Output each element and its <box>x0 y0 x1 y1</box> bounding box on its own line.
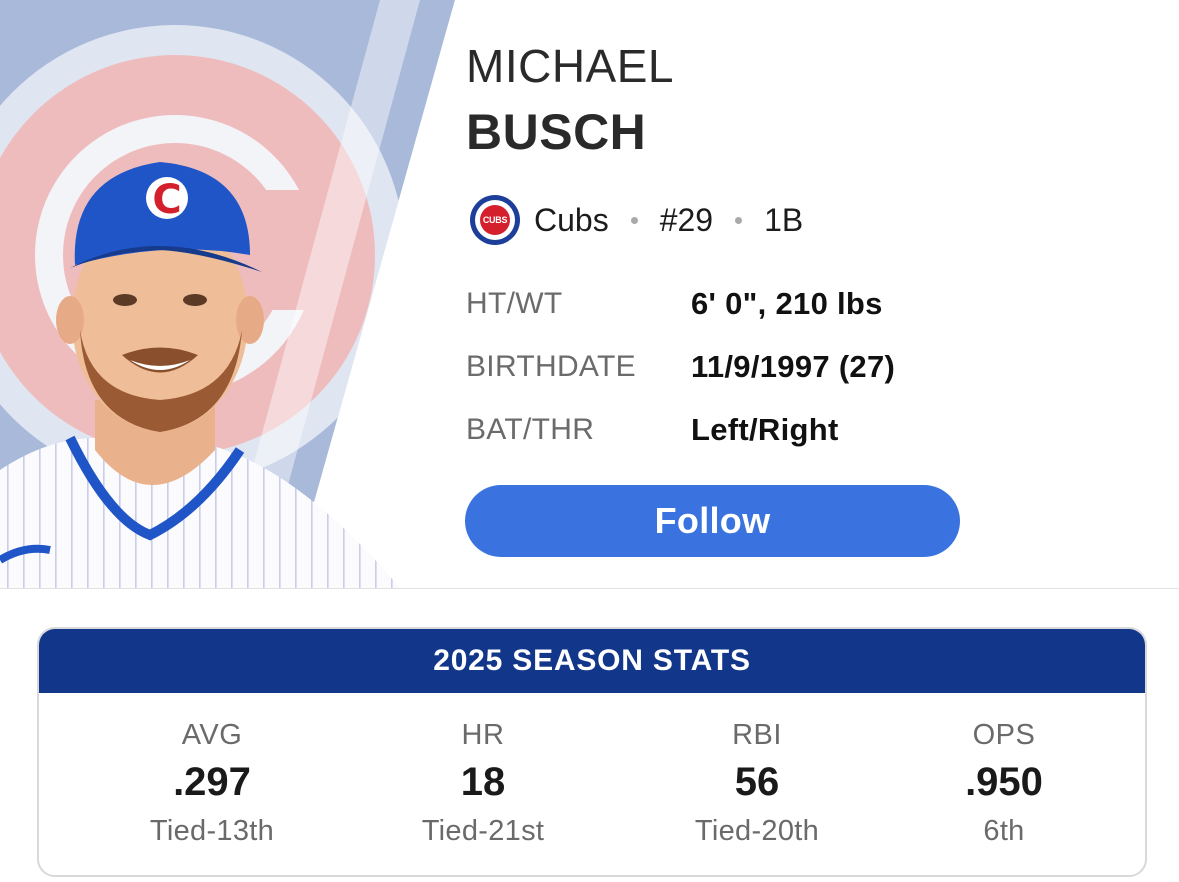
bio-value: 11/9/1997 (27) <box>691 348 896 384</box>
stat-ops: OPS .950 6th <box>874 693 1134 875</box>
bio-value: 6' 0", 210 lbs <box>691 285 883 321</box>
stat-rbi: RBI 56 Tied-20th <box>627 693 887 875</box>
stat-rank: Tied-20th <box>694 815 820 847</box>
player-position: 1B <box>764 201 804 238</box>
stat-label: AVG <box>181 719 243 751</box>
cubs-logo-icon[interactable]: CUBS <box>470 195 520 245</box>
player-header: C MICHAEL BUSCH CUBS Cubs #29 1B HT/WT 6… <box>0 0 1179 589</box>
stat-label: OPS <box>972 719 1036 751</box>
season-stats-title: 2025 SEASON STATS <box>39 629 1145 693</box>
stat-value: 56 <box>734 760 780 804</box>
bio-label: HT/WT <box>466 286 563 320</box>
stat-avg: AVG .297 Tied-13th <box>82 693 342 875</box>
bio-row-height-weight: HT/WT 6' 0", 210 lbs <box>466 272 895 335</box>
bio-row-bats-throws: BAT/THR Left/Right <box>466 398 895 461</box>
stat-label: HR <box>461 719 505 751</box>
player-headshot: C <box>0 0 470 588</box>
stat-value: .297 <box>173 760 251 804</box>
separator-dot <box>735 216 743 224</box>
stat-value: 18 <box>460 760 506 804</box>
jersey-number: #29 <box>659 201 714 238</box>
season-stats-grid: AVG .297 Tied-13th HR 18 Tied-21st RBI 5… <box>39 693 1145 875</box>
svg-text:C: C <box>152 177 181 223</box>
bio-label: BIRTHDATE <box>466 349 636 383</box>
stat-value: .950 <box>965 760 1043 804</box>
season-stats-card: 2025 SEASON STATS AVG .297 Tied-13th HR … <box>37 627 1147 877</box>
stat-rank: Tied-21st <box>421 815 545 847</box>
separator-dot <box>630 216 638 224</box>
bio-table: HT/WT 6' 0", 210 lbs BIRTHDATE 11/9/1997… <box>466 272 895 461</box>
player-last-name: BUSCH <box>466 104 647 160</box>
stat-rank: Tied-13th <box>149 815 275 847</box>
bio-label: BAT/THR <box>466 412 595 446</box>
stat-rank: 6th <box>983 815 1025 847</box>
player-first-name: MICHAEL <box>466 40 674 92</box>
team-name-link[interactable]: Cubs <box>534 201 609 238</box>
follow-button[interactable]: Follow <box>465 485 960 557</box>
stat-hr: HR 18 Tied-21st <box>353 693 613 875</box>
bio-row-birthdate: BIRTHDATE 11/9/1997 (27) <box>466 335 895 398</box>
bio-value: Left/Right <box>691 411 839 447</box>
team-info-row: CUBS Cubs #29 1B <box>470 194 803 246</box>
stat-label: RBI <box>732 719 782 751</box>
